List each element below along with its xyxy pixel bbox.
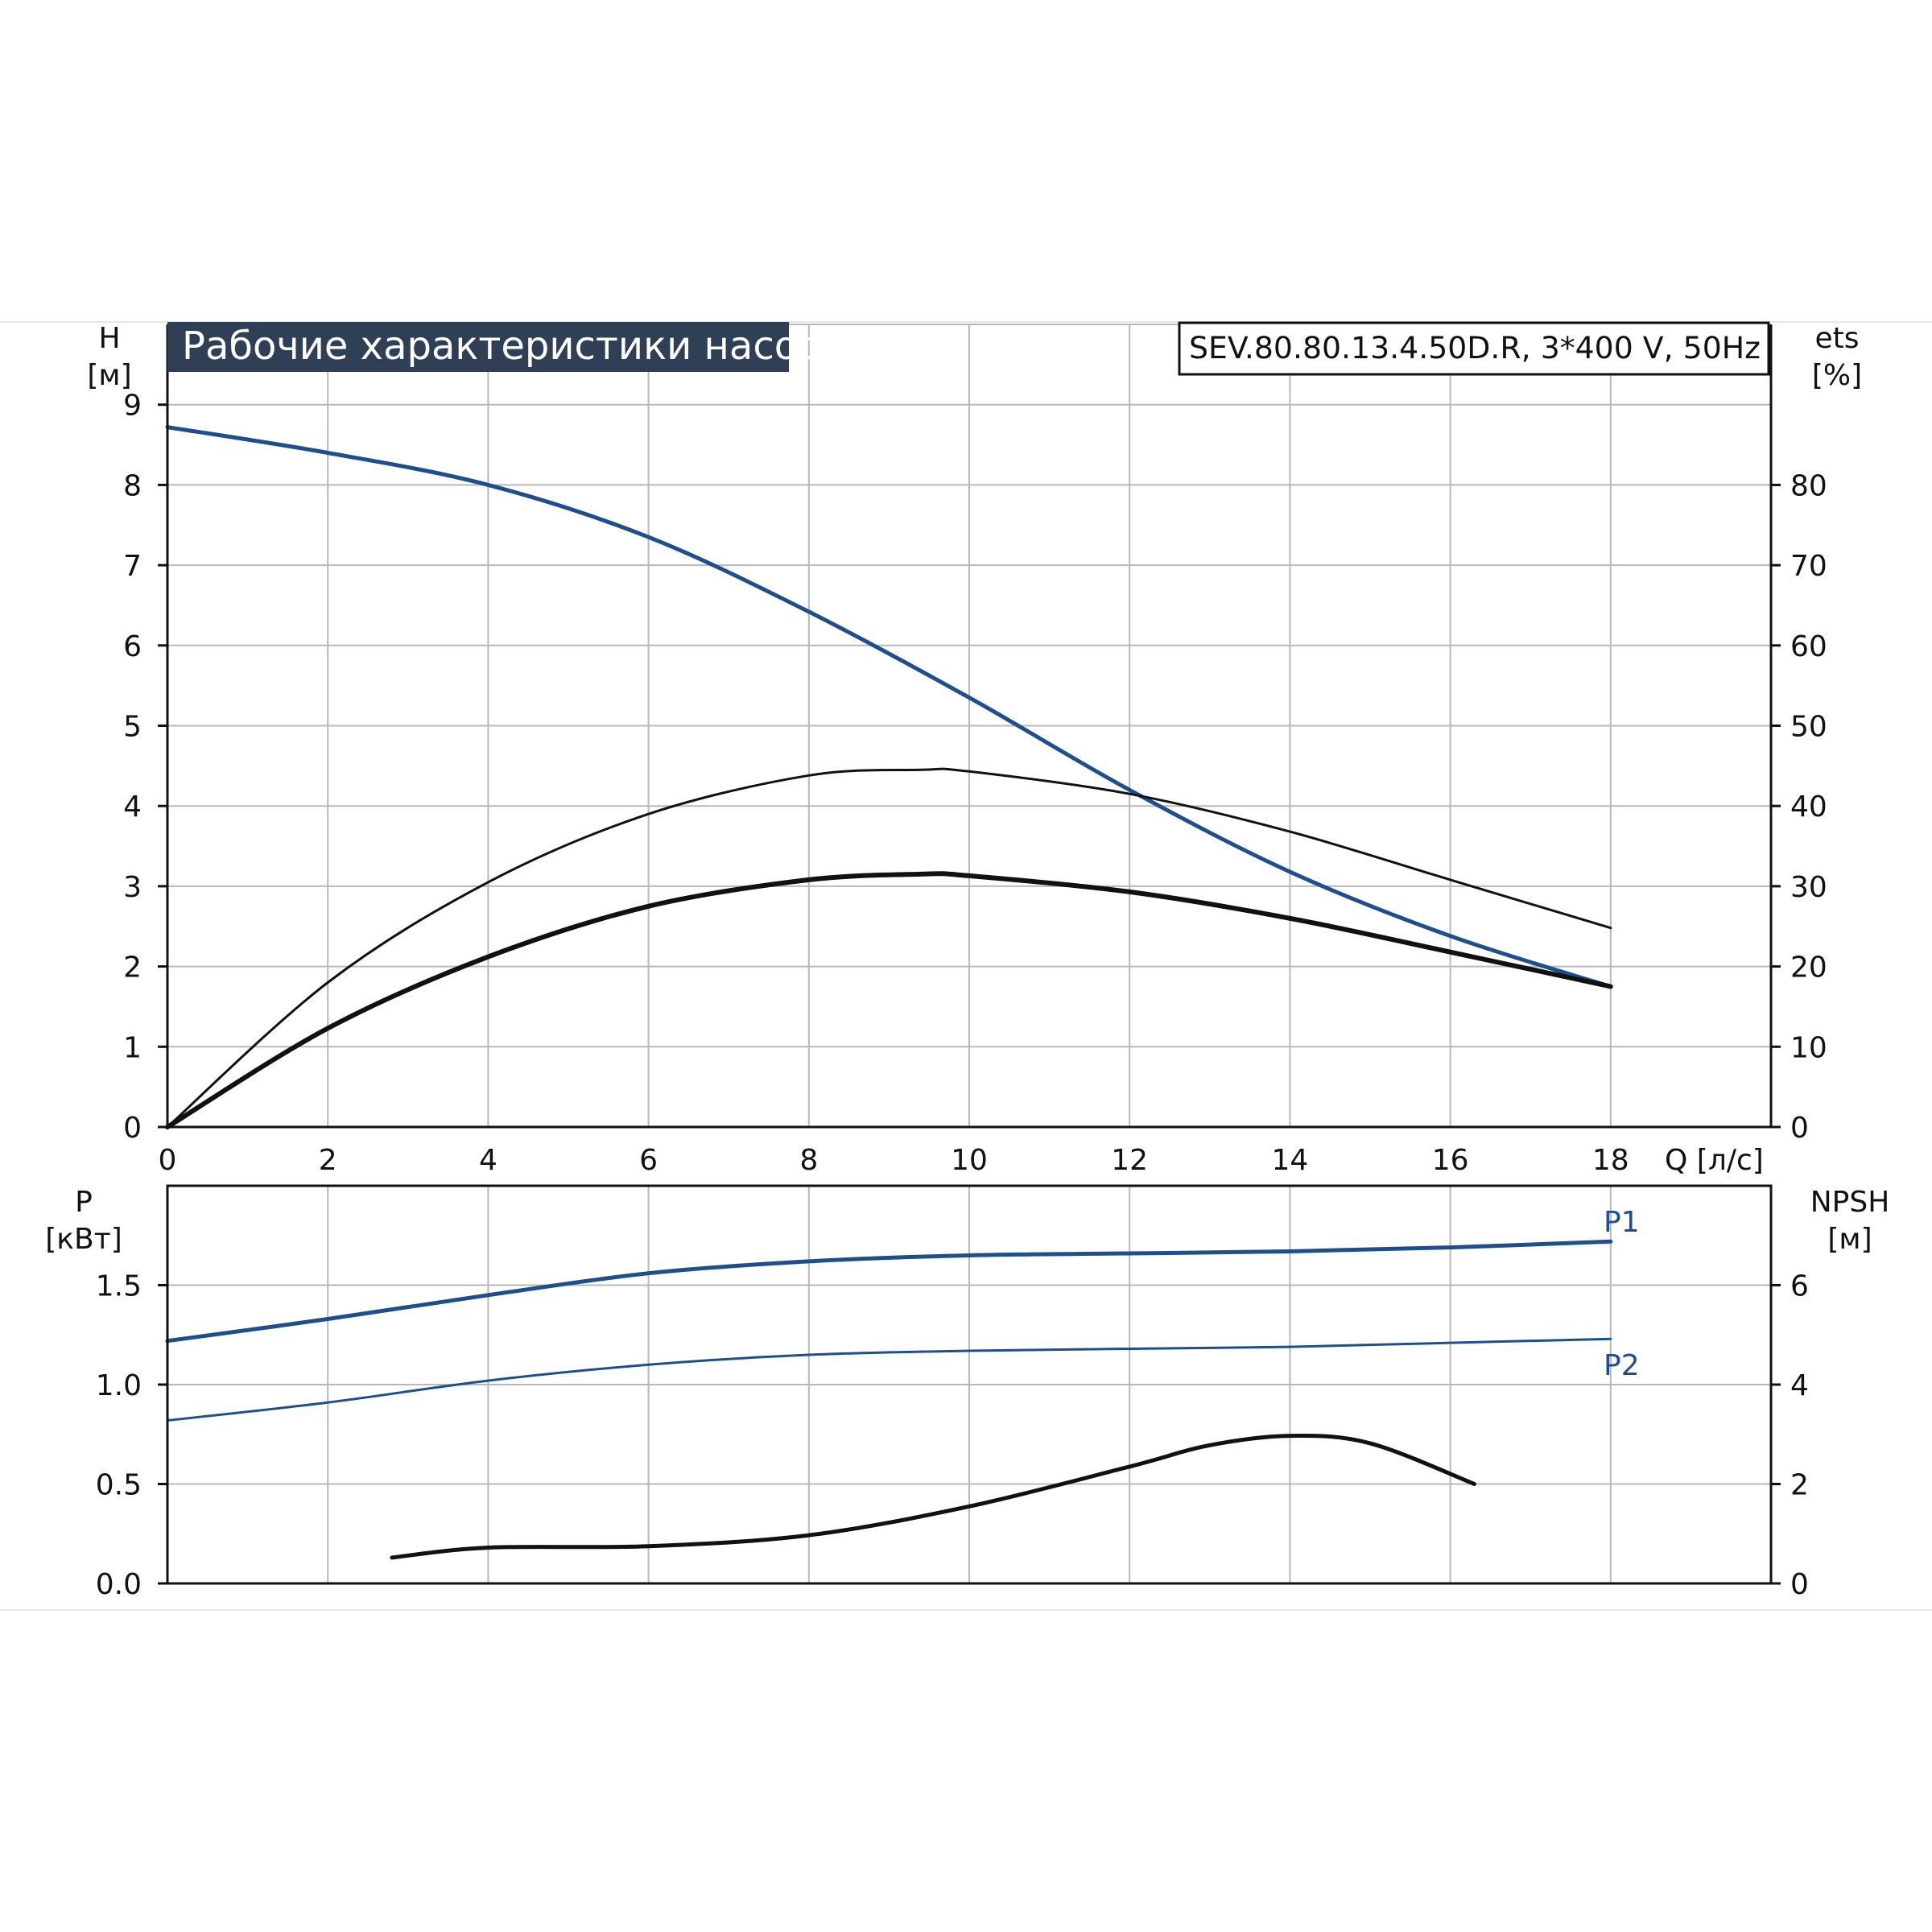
y-tick-label: 3 xyxy=(123,871,142,904)
top-series-1 xyxy=(166,767,1612,1129)
top-series-2 xyxy=(165,871,1613,1129)
x-tick-label: 14 xyxy=(1271,1144,1308,1177)
x-tick-label: 2 xyxy=(319,1144,337,1177)
y-tick-label: 8 xyxy=(123,469,142,502)
x-tick-label: 0 xyxy=(159,1144,177,1177)
y-tick-label: 7 xyxy=(123,550,142,583)
npsh-tick-label: 4 xyxy=(1790,1369,1809,1402)
x-tick-label: 12 xyxy=(1111,1144,1148,1177)
series-label-p2: P2 xyxy=(1604,1349,1640,1382)
p-axis-label: P [кВт] xyxy=(45,1186,122,1256)
y-tick-label: 6 xyxy=(123,630,142,663)
npsh-axis-label: NPSH [м] xyxy=(1810,1186,1890,1256)
y2-tick-label: 0 xyxy=(1790,1112,1809,1145)
x-tick-label: 10 xyxy=(951,1144,988,1177)
y-tick-label: 0 xyxy=(123,1112,142,1145)
x-tick-label: 16 xyxy=(1432,1144,1469,1177)
y-tick-label: 5 xyxy=(123,711,142,744)
npsh-tick-label: 6 xyxy=(1790,1270,1809,1303)
model-label: SEV.80.80.13.4.50D.R, 3*400 V, 50Hz xyxy=(1189,331,1761,365)
x-tick-label: 4 xyxy=(479,1144,497,1177)
chart-title: Рабочие характеристики насоса xyxy=(182,324,843,369)
title-box xyxy=(167,322,789,372)
y-tick-label: 4 xyxy=(123,791,142,824)
p-tick-label: 1.0 xyxy=(96,1369,142,1402)
x-tick-label: 18 xyxy=(1592,1144,1629,1177)
bottom-series-p2 xyxy=(166,1337,1612,1422)
top-series-0 xyxy=(165,425,1613,989)
p-tick-label: 1.5 xyxy=(96,1270,142,1303)
x-tick-label: 6 xyxy=(639,1144,658,1177)
p-tick-label: 0.0 xyxy=(96,1568,142,1601)
y-tick-label: 2 xyxy=(123,952,142,985)
y2-tick-label: 40 xyxy=(1790,791,1827,824)
bottom-series-2 xyxy=(390,1433,1476,1560)
y2-tick-label: 10 xyxy=(1790,1031,1827,1064)
series-label-p1: P1 xyxy=(1604,1206,1640,1239)
y2-axis-label: ets [%] xyxy=(1812,322,1862,392)
y2-tick-label: 20 xyxy=(1790,952,1827,985)
y2-tick-label: 70 xyxy=(1790,550,1827,583)
model-box xyxy=(1178,321,1770,376)
y-tick-label: 1 xyxy=(123,1031,142,1064)
y-tick-label: 9 xyxy=(123,390,142,423)
npsh-tick-label: 0 xyxy=(1790,1568,1809,1601)
y-axis-label: H [м] xyxy=(87,322,131,392)
y2-tick-label: 80 xyxy=(1790,469,1827,502)
y2-tick-label: 60 xyxy=(1790,630,1827,663)
p-tick-label: 0.5 xyxy=(96,1469,142,1502)
y2-tick-label: 50 xyxy=(1790,711,1827,744)
y2-tick-label: 30 xyxy=(1790,871,1827,904)
x-axis-label: Q [л/с] xyxy=(1665,1144,1764,1177)
npsh-tick-label: 2 xyxy=(1790,1469,1809,1502)
bottom-series-p1 xyxy=(165,1239,1613,1344)
x-tick-label: 8 xyxy=(799,1144,818,1177)
